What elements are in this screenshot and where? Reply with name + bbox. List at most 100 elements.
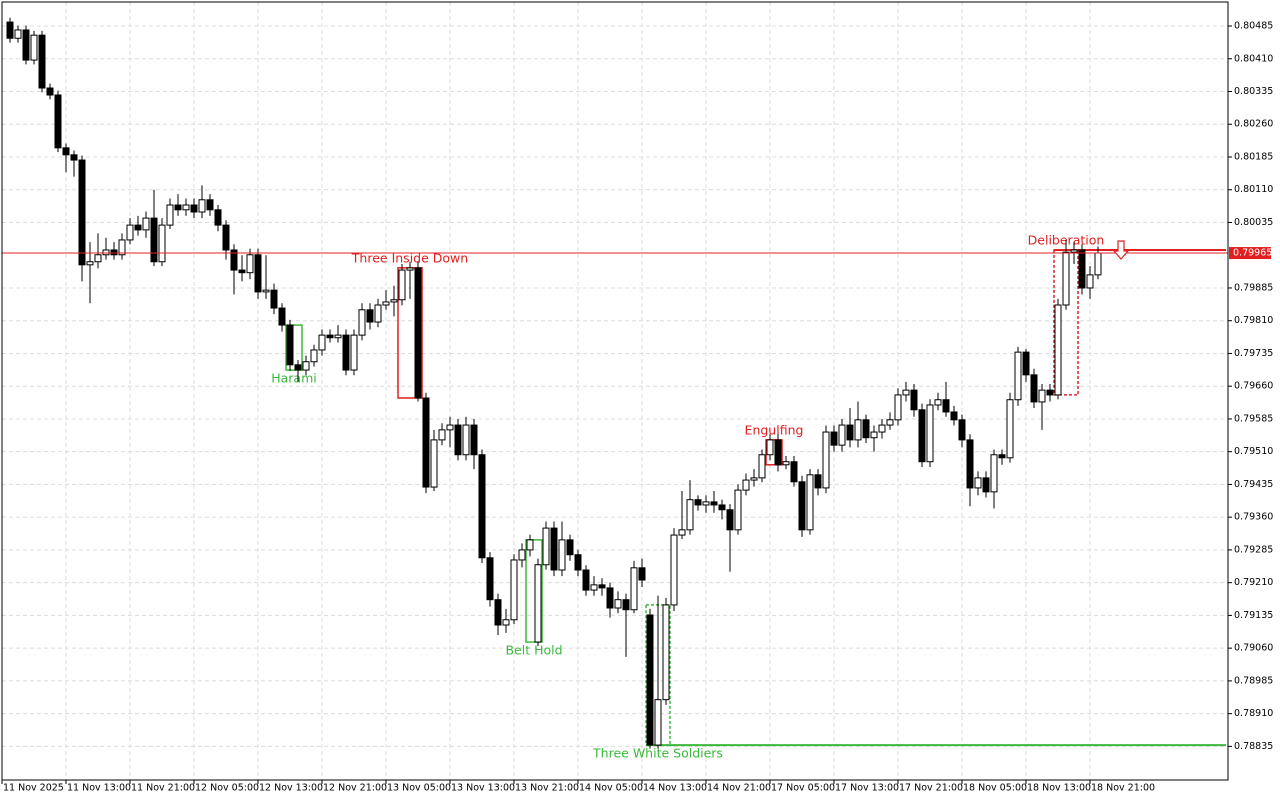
pattern-label: Engulfing — [745, 422, 804, 437]
candle-body — [590, 584, 598, 591]
candle-body — [726, 509, 734, 531]
candle-body — [126, 224, 134, 241]
candle-body — [622, 599, 630, 611]
y-tick-label: 0.80260 — [1234, 119, 1273, 130]
pattern-label: Belt Hold — [505, 643, 562, 658]
candle-body — [262, 289, 270, 293]
x-tick-label: 17 Nov 13:00 — [835, 783, 899, 794]
candle-body — [542, 527, 550, 566]
candle-body — [342, 334, 350, 371]
x-tick-label: 17 Nov 05:00 — [771, 783, 835, 794]
candle-body — [246, 254, 254, 274]
candle-body — [1014, 351, 1022, 401]
candle-body — [102, 249, 110, 256]
candle-body — [22, 29, 30, 61]
y-tick-label: 0.79660 — [1234, 381, 1273, 392]
candle-body — [278, 307, 286, 326]
candle-body — [518, 549, 526, 561]
candle-body — [574, 554, 582, 571]
y-tick-label: 0.79285 — [1234, 544, 1273, 555]
y-tick-label: 0.78835 — [1234, 741, 1273, 752]
candle-body — [902, 389, 910, 396]
candle-body — [142, 217, 150, 231]
x-tick-label: 14 Nov 13:00 — [643, 783, 707, 794]
x-tick-label: 12 Nov 05:00 — [195, 783, 259, 794]
candle-body — [382, 301, 390, 306]
candle-body — [366, 309, 374, 323]
candle-body — [198, 199, 206, 213]
candle-body — [918, 409, 926, 463]
candle-body — [222, 224, 230, 251]
y-tick-label: 0.79585 — [1234, 413, 1273, 424]
candle-body — [990, 454, 998, 493]
candle-body — [1022, 351, 1030, 376]
candle-body — [974, 477, 982, 489]
candle-body — [806, 474, 814, 531]
candle-body — [358, 309, 366, 336]
candle-body — [1030, 374, 1038, 403]
candle-body — [550, 527, 558, 571]
candle-body — [486, 557, 494, 601]
pattern-box — [765, 439, 783, 466]
y-tick-label: 0.80110 — [1234, 184, 1273, 195]
candle-body — [942, 399, 950, 413]
candles — [6, 17, 1102, 749]
candle-body — [566, 539, 574, 556]
candle-body — [230, 249, 238, 271]
candle-body — [766, 439, 774, 456]
candle-body — [774, 439, 782, 466]
candle-body — [950, 411, 958, 421]
y-tick-label: 0.80185 — [1234, 151, 1273, 162]
candle-body — [526, 539, 534, 551]
candle-body — [1038, 389, 1046, 403]
candle-body — [694, 499, 702, 506]
x-tick-label: 11 Nov 21:00 — [131, 783, 195, 794]
y-tick-label: 0.79435 — [1234, 479, 1273, 490]
candle-body — [422, 397, 430, 488]
candle-body — [886, 419, 894, 426]
y-tick-label: 0.79210 — [1234, 577, 1273, 588]
candle-body — [478, 454, 486, 559]
candle-body — [94, 254, 102, 263]
candle-body — [662, 604, 670, 701]
candle-body — [6, 21, 14, 39]
candle-body — [510, 559, 518, 621]
candle-body — [534, 564, 542, 643]
pattern-box — [285, 324, 303, 371]
candle-body — [254, 254, 262, 293]
candle-body — [38, 34, 46, 89]
candle-body — [30, 34, 38, 61]
x-tick-label: 13 Nov 21:00 — [515, 783, 579, 794]
candle-body — [838, 424, 846, 446]
candle-body — [934, 399, 942, 406]
candle-body — [710, 501, 718, 506]
candle-body — [982, 477, 990, 493]
candle-body — [1046, 389, 1054, 396]
candle-body — [86, 261, 94, 266]
candle-body — [270, 289, 278, 309]
candle-body — [430, 439, 438, 488]
candle-body — [206, 199, 214, 211]
candle-body — [878, 424, 886, 433]
candle-body — [966, 439, 974, 489]
candle-body — [582, 569, 590, 591]
candle-body — [310, 349, 318, 363]
x-tick-label: 17 Nov 21:00 — [899, 783, 963, 794]
y-tick-label: 0.79735 — [1234, 348, 1273, 359]
y-tick-label: 0.78985 — [1234, 675, 1273, 686]
candle-body — [1006, 399, 1014, 459]
candle-body — [750, 477, 758, 481]
candle-body — [1086, 274, 1094, 289]
x-tick-label: 11 Nov 2025 — [3, 783, 64, 794]
y-tick-label: 0.78910 — [1234, 708, 1273, 719]
x-tick-label: 13 Nov 13:00 — [451, 783, 515, 794]
candle-body — [910, 389, 918, 411]
candle-body — [1054, 304, 1062, 396]
candle-body — [598, 584, 606, 589]
candle-body — [782, 461, 790, 466]
candle-body — [558, 539, 566, 571]
y-tick-label: 0.80485 — [1234, 21, 1273, 32]
candle-body — [646, 614, 654, 746]
candle-body — [686, 499, 694, 531]
